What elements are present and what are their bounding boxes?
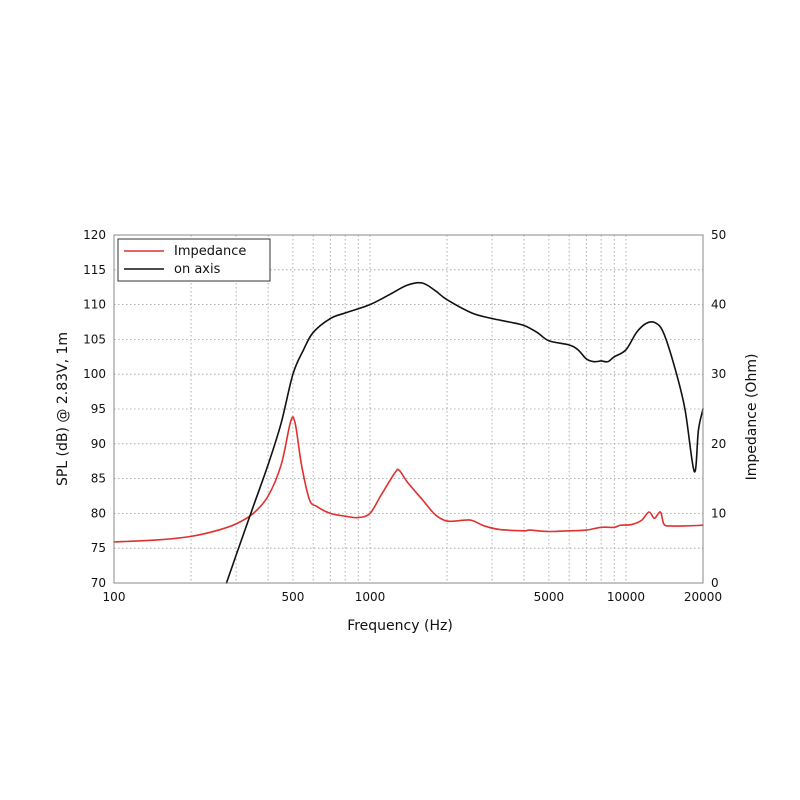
y-right-tick-label: 0 — [711, 576, 719, 590]
x-tick-label: 5000 — [534, 590, 565, 604]
legend: Impedance on axis — [117, 238, 271, 282]
y-left-tick-label: 70 — [91, 576, 106, 590]
x-tick-label: 1000 — [355, 590, 386, 604]
x-tick-label: 100 — [103, 590, 126, 604]
y-right-tick-labels: 0 10 20 30 40 50 — [711, 228, 726, 590]
y-left-tick-label: 120 — [83, 228, 106, 242]
x-axis-title: Frequency (Hz) — [347, 618, 453, 634]
y-left-tick-label: 90 — [91, 437, 106, 451]
y-left-tick-label: 100 — [83, 367, 106, 381]
y-right-tick-label: 30 — [711, 367, 726, 381]
y-left-tick-label: 105 — [83, 332, 106, 346]
x-tick-label: 10000 — [607, 590, 645, 604]
x-tick-label: 500 — [281, 590, 304, 604]
x-tick-labels: 100 500 1000 5000 10000 20000 — [103, 590, 723, 604]
y-right-tick-label: 10 — [711, 506, 726, 520]
y-left-tick-label: 95 — [91, 402, 106, 416]
y-left-tick-label: 75 — [91, 541, 106, 555]
y-left-tick-label: 110 — [83, 298, 106, 312]
y-left-axis-title: SPL (dB) @ 2.83V, 1m — [55, 332, 71, 486]
legend-label-impedance: Impedance — [174, 244, 246, 259]
y-left-tick-label: 85 — [91, 472, 106, 486]
series-line-impedance — [113, 416, 704, 543]
curves — [113, 281, 704, 584]
x-tick-label: 20000 — [684, 590, 722, 604]
legend-box — [117, 238, 271, 282]
y-left-tick-labels: 70 75 80 85 90 95 100 105 110 115 120 — [83, 228, 106, 590]
y-right-tick-label: 50 — [711, 228, 726, 242]
plot-frame — [113, 234, 704, 584]
y-right-tick-label: 20 — [711, 437, 726, 451]
legend-label-on-axis: on axis — [174, 262, 221, 277]
series-line-on-axis — [225, 281, 704, 584]
y-left-tick-label: 115 — [83, 263, 106, 277]
y-left-tick-label: 80 — [91, 506, 106, 520]
y-right-axis-title: Impedance (Ohm) — [744, 354, 760, 481]
y-right-tick-label: 40 — [711, 298, 726, 312]
